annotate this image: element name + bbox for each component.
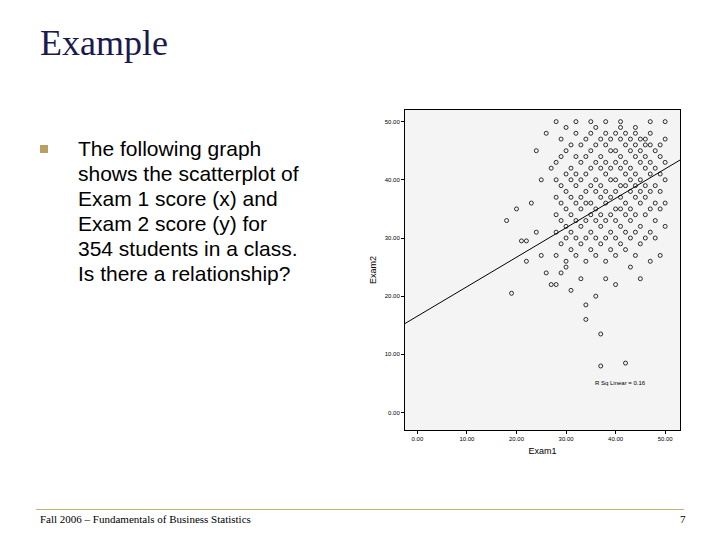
svg-text:10.00: 10.00 (385, 351, 401, 357)
svg-text:0.00: 0.00 (412, 436, 424, 442)
svg-text:10.00: 10.00 (459, 436, 475, 442)
svg-text:30.00: 30.00 (385, 235, 401, 241)
html-text:7: 7 (680, 513, 686, 525)
html-text:354 students in a class.: 354 students in a class. (78, 237, 298, 260)
html-text:Example: Example (40, 23, 168, 63)
html-text:Fall 2006 – Fundamentals of Bu: Fall 2006 – Fundamentals of Business Sta… (40, 513, 251, 525)
svg-text:30.00: 30.00 (559, 436, 575, 442)
html-text:The following graph: The following graph (78, 137, 262, 160)
svg-text:40.00: 40.00 (608, 436, 624, 442)
html-text:shows the scatterplot of: shows the scatterplot of (78, 162, 299, 185)
svg-text:50.00: 50.00 (385, 119, 401, 125)
html-text:Exam 1 score (x) and: Exam 1 score (x) and (78, 187, 278, 210)
svg-text:Exam1: Exam1 (528, 446, 556, 456)
svg-text:R Sq Linear = 0.16: R Sq Linear = 0.16 (595, 380, 646, 386)
html-text:Is there a relationship?: Is there a relationship? (78, 262, 291, 285)
svg-text:40.00: 40.00 (385, 177, 401, 183)
html-text:Exam 2 score (y) for: Exam 2 score (y) for (78, 212, 267, 235)
svg-text:20.00: 20.00 (509, 436, 525, 442)
svg-text:Exam2: Exam2 (368, 256, 378, 284)
svg-text:0.00: 0.00 (388, 410, 400, 416)
svg-text:50.00: 50.00 (658, 436, 674, 442)
svg-text:20.00: 20.00 (385, 293, 401, 299)
